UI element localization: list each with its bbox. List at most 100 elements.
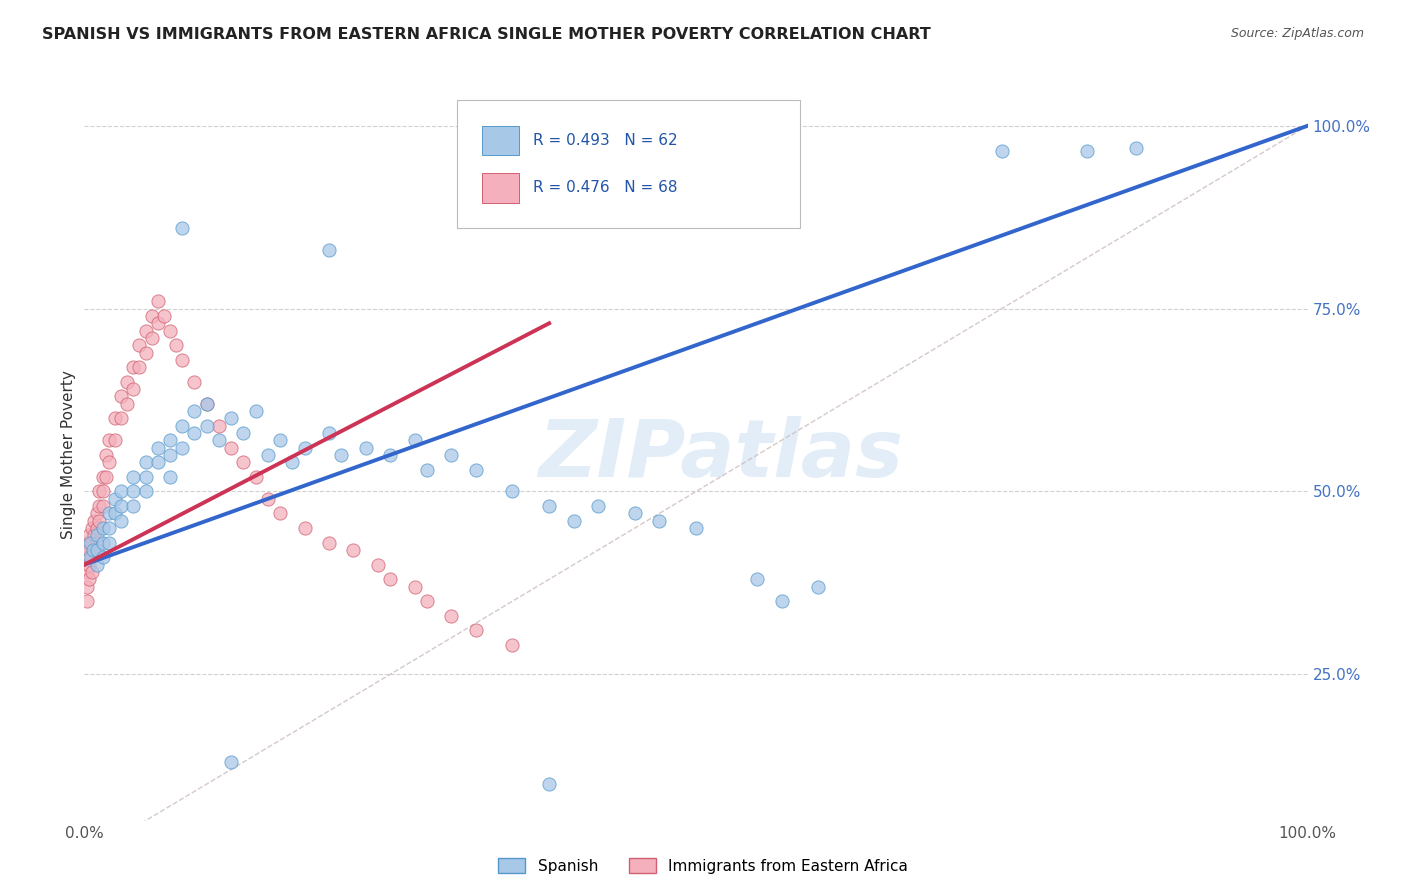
Point <box>80 565 103 579</box>
Point <box>464 462 486 476</box>
Point <box>104 411 127 425</box>
Point <box>318 425 340 440</box>
Point <box>586 499 609 513</box>
Point <box>440 608 463 623</box>
Point <box>318 243 340 257</box>
Point <box>464 624 486 638</box>
Point <box>135 455 157 469</box>
Point <box>648 514 671 528</box>
Point <box>501 638 523 652</box>
Point <box>77 543 100 558</box>
Point <box>122 470 145 484</box>
Text: R = 0.476   N = 68: R = 0.476 N = 68 <box>533 180 678 195</box>
Text: SPANISH VS IMMIGRANTS FROM EASTERN AFRICA SINGLE MOTHER POVERTY CORRELATION CHAR: SPANISH VS IMMIGRANTS FROM EASTERN AFRIC… <box>42 27 931 42</box>
Point <box>96 470 118 484</box>
Point <box>76 565 98 579</box>
Point <box>87 499 110 513</box>
Point <box>96 448 118 462</box>
Point <box>257 491 280 506</box>
Point <box>367 558 389 572</box>
Point <box>770 594 793 608</box>
Point <box>404 580 426 594</box>
Point <box>440 448 463 462</box>
Point <box>1076 145 1098 159</box>
Point <box>135 345 157 359</box>
Point <box>79 550 101 565</box>
Point <box>104 507 127 521</box>
Point <box>172 352 194 367</box>
Point <box>159 324 181 338</box>
Point <box>80 535 103 549</box>
Point <box>97 521 120 535</box>
Point <box>83 543 105 558</box>
Point <box>269 507 291 521</box>
Point <box>232 425 254 440</box>
Point <box>115 375 138 389</box>
Point <box>146 294 169 309</box>
Point <box>195 418 218 433</box>
Point <box>501 484 523 499</box>
Point <box>77 558 100 572</box>
Point <box>146 316 169 330</box>
Point <box>269 434 291 448</box>
Point <box>91 470 114 484</box>
Point <box>404 434 426 448</box>
Point <box>97 455 120 469</box>
Text: ZIPatlas: ZIPatlas <box>538 416 903 494</box>
Point <box>159 434 181 448</box>
Point <box>195 397 218 411</box>
Point <box>146 441 169 455</box>
Point <box>135 324 157 338</box>
Point <box>330 448 353 462</box>
Point <box>86 558 108 572</box>
Point <box>79 535 101 549</box>
Point <box>135 470 157 484</box>
Point <box>97 535 120 549</box>
Point <box>1125 141 1147 155</box>
FancyBboxPatch shape <box>482 173 519 202</box>
Point <box>219 755 242 769</box>
Point <box>80 521 103 535</box>
Point <box>562 514 585 528</box>
Y-axis label: Single Mother Poverty: Single Mother Poverty <box>60 370 76 540</box>
Point <box>91 521 114 535</box>
Point <box>208 418 231 433</box>
Point <box>146 455 169 469</box>
Point <box>245 470 267 484</box>
Point <box>83 514 105 528</box>
Point <box>77 528 100 542</box>
Point <box>747 572 769 586</box>
Point <box>416 462 439 476</box>
Point <box>110 514 132 528</box>
Point <box>86 507 108 521</box>
Point <box>195 397 218 411</box>
Point <box>135 484 157 499</box>
Point <box>538 777 561 791</box>
Point <box>91 499 114 513</box>
Point <box>115 397 138 411</box>
Point <box>83 528 105 542</box>
Point <box>86 528 108 542</box>
Point <box>281 455 304 469</box>
Point <box>80 550 103 565</box>
Point <box>807 580 830 594</box>
Point <box>76 594 98 608</box>
Point <box>165 338 187 352</box>
Point <box>128 338 150 352</box>
Point <box>76 535 98 549</box>
Point <box>342 543 364 558</box>
Point <box>76 580 98 594</box>
Point <box>685 521 707 535</box>
Point <box>208 434 231 448</box>
Point <box>86 543 108 558</box>
Point <box>219 441 242 455</box>
Point <box>183 375 205 389</box>
Legend: Spanish, Immigrants from Eastern Africa: Spanish, Immigrants from Eastern Africa <box>492 852 914 880</box>
Point <box>183 425 205 440</box>
Point <box>86 535 108 549</box>
Point <box>97 434 120 448</box>
Point <box>76 550 98 565</box>
FancyBboxPatch shape <box>457 100 800 228</box>
Point <box>86 521 108 535</box>
Point <box>416 594 439 608</box>
